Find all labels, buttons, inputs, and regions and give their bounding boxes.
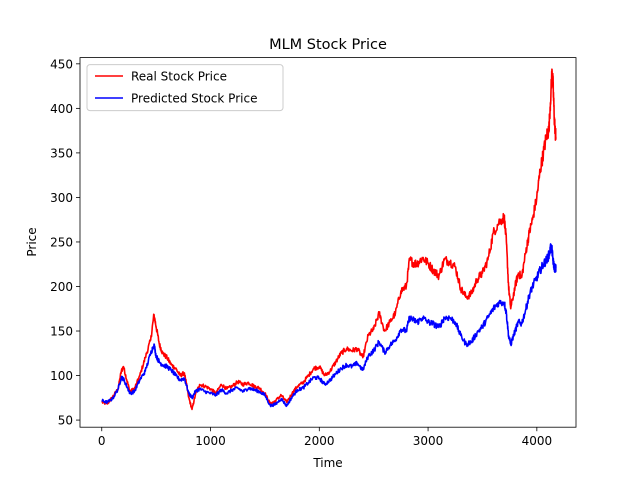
y-axis-label: Price (25, 227, 39, 256)
series-layer (101, 68, 557, 411)
y-tick-label: 100 (50, 369, 73, 383)
series-line-real (101, 68, 557, 411)
x-axis-label: Time (312, 456, 342, 470)
x-tick-label: 4000 (522, 434, 553, 448)
x-tick-label: 1000 (195, 434, 226, 448)
y-tick-label: 200 (50, 280, 73, 294)
y-tick-label: 400 (50, 102, 73, 116)
x-tick-label: 2000 (304, 434, 335, 448)
legend-box (86, 64, 284, 112)
x-tick-label: 3000 (413, 434, 444, 448)
y-axis: 50 100 150 200 250 300 350 400 450 (50, 57, 80, 428)
y-tick-label: 250 (50, 235, 73, 249)
y-tick-label: 150 (50, 325, 73, 339)
y-tick-label: 300 (50, 191, 73, 205)
plot-frame (79, 57, 577, 428)
series-line-predicted (101, 243, 557, 408)
legend-label-predicted: Predicted Stock Price (131, 92, 257, 106)
legend-label-real: Real Stock Price (131, 70, 227, 84)
y-tick-label: 450 (50, 57, 73, 71)
y-tick-label: 50 (58, 414, 73, 428)
x-axis: 0 1000 2000 3000 4000 (98, 427, 552, 448)
y-tick-label: 350 (50, 146, 73, 160)
x-tick-label: 0 (98, 434, 106, 448)
legend: Real Stock Price Predicted Stock Price (86, 64, 284, 112)
chart-title: MLM Stock Price (269, 37, 387, 53)
